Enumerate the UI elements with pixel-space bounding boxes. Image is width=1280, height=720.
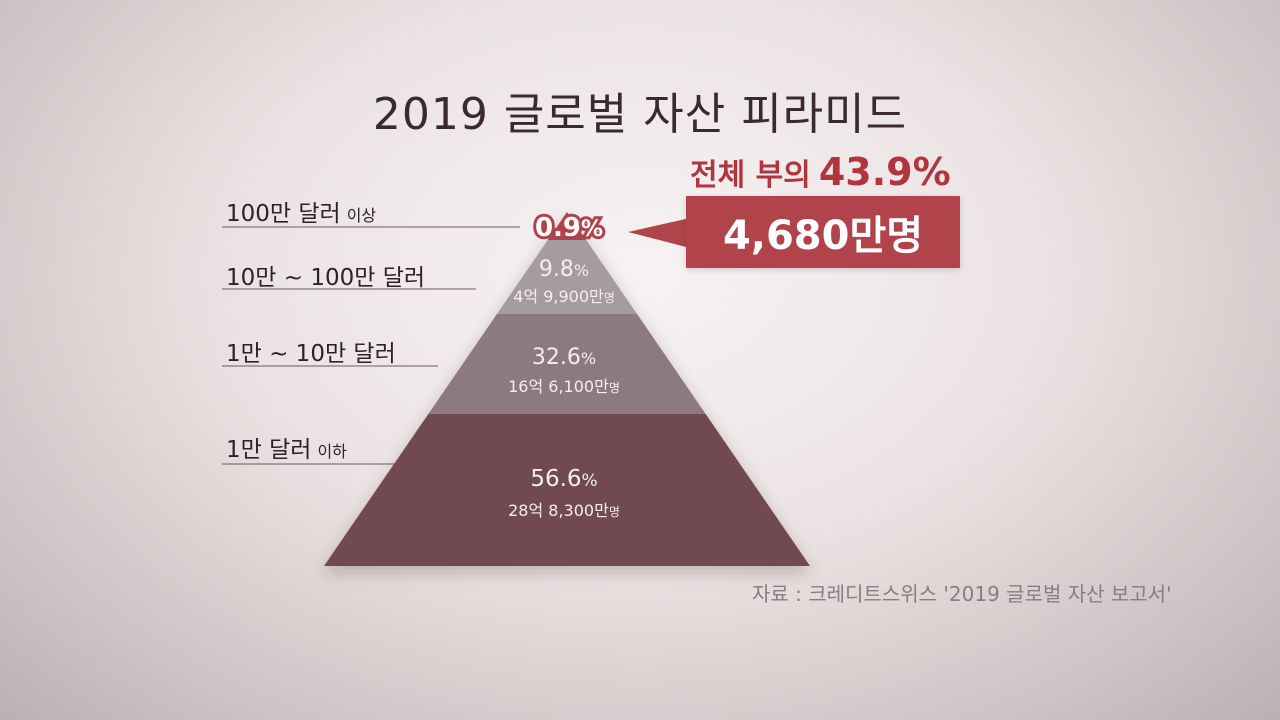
tier-10k-100k-population: 16억 6,100만명 — [508, 377, 620, 396]
chart-title: 2019 글로벌 자산 피라미드 — [372, 89, 908, 140]
tier-10k-100k-segment — [428, 314, 706, 414]
tier-under-10k-population: 28억 8,300만명 — [508, 501, 620, 520]
tier-100k-1m-population: 4억 9,900만명 — [513, 287, 615, 306]
source-note: 자료 : 크레디트스위스 '2019 글로벌 자산 보고서' — [752, 582, 1172, 606]
tier-over-1m-segment — [547, 212, 587, 240]
tier-label-sub: 이하 — [317, 442, 347, 461]
tier-100k-1m-segment — [496, 240, 638, 314]
tier-label-100k-1m: 10만 ~ 100만 달러 — [226, 258, 425, 292]
callout-people-value: 4,680만명 — [722, 213, 924, 259]
tier-label-under-10k: 1만 달러 이하 — [226, 430, 347, 464]
tier-label-text: 10만 ~ 100만 달러 — [226, 265, 426, 291]
tier-label-text: 1만 달러 — [226, 437, 312, 463]
tier-label-sub: 이상 — [346, 206, 377, 225]
tier-label-over-1m: 100만 달러 이상 — [226, 194, 376, 228]
callout-headline: 전체 부의 43.9% — [690, 150, 951, 194]
callout-pointer — [628, 218, 690, 248]
tier-label-10k-100k: 1만 ~ 10만 달러 — [226, 334, 396, 368]
tier-under-10k-percent: 56.6% — [530, 466, 597, 492]
callout-people-box: 4,680만명 — [686, 196, 960, 268]
tier-label-text: 100만 달러 — [226, 201, 341, 227]
tier-100k-1m-percent: 9.8% — [539, 257, 589, 282]
callout-share-value: 43.9% — [818, 150, 951, 194]
tier-10k-100k-percent: 32.6% — [532, 345, 596, 370]
tier-under-10k-segment — [324, 414, 810, 566]
callout-lead-text: 전체 부의 — [690, 158, 811, 193]
tier-over-1m-percent: 0.9% — [535, 213, 603, 243]
tier-label-text: 1만 ~ 10만 달러 — [226, 341, 396, 367]
